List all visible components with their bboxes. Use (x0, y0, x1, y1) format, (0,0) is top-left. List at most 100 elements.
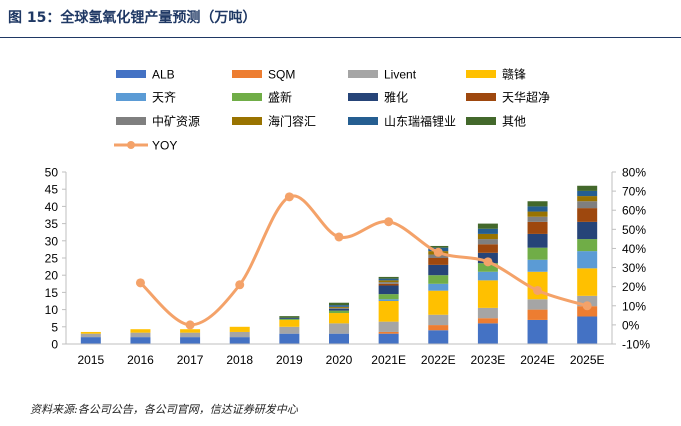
legend-swatch (116, 93, 146, 101)
x-tick-label: 2021E (371, 353, 406, 367)
y-tick-label: 10 (45, 303, 59, 317)
bar-segment (378, 333, 399, 344)
bar-segment (130, 337, 151, 344)
bar-segment (378, 331, 399, 334)
bar-segment (527, 221, 548, 234)
y-tick-label: 0 (51, 338, 58, 352)
yoy-line (139, 194, 588, 327)
bar-segment (180, 329, 201, 333)
bar-segment (477, 271, 498, 281)
bar-segment (329, 306, 349, 308)
bar-segment (80, 337, 101, 344)
legend-label: SQM (268, 68, 295, 82)
bar-segment (577, 239, 598, 252)
yoy-point (284, 192, 294, 202)
bar-segment (378, 294, 399, 300)
legend-label: 中矿资源 (152, 114, 200, 129)
bar-segment (229, 326, 250, 332)
bar-segment (527, 216, 548, 222)
legend-swatch (348, 70, 378, 78)
bar-segment (329, 313, 349, 324)
legend-swatch (348, 93, 378, 101)
bar-segment (428, 290, 449, 315)
bar-series (80, 185, 598, 344)
bar-segment (577, 185, 598, 191)
bar-segment (378, 283, 399, 286)
bar-segment (180, 332, 201, 338)
x-tick-label: 2023E (471, 353, 506, 367)
bar-segment (329, 302, 349, 306)
bar-segment (279, 316, 300, 318)
bar-segment (477, 233, 498, 240)
y-tick-label: 20 (45, 269, 59, 283)
bar-segment (428, 245, 449, 248)
bar-segment (527, 201, 548, 207)
bar-segment (477, 223, 498, 229)
y2-tick-label: 60% (622, 204, 646, 218)
legend-label: YOY (152, 139, 177, 153)
bar-segment (428, 275, 449, 284)
bar-segment (130, 329, 151, 333)
y2-tick-label: 50% (622, 223, 646, 237)
legend-label: ALB (152, 68, 175, 82)
legend-swatch (232, 70, 262, 78)
bar-segment (477, 318, 498, 324)
bar-segment (279, 333, 300, 344)
legend-label: 山东瑞福锂业 (384, 114, 456, 129)
bar-segment (527, 319, 548, 344)
bar-segment (378, 299, 399, 301)
bar-segment (577, 316, 598, 344)
bar-segment (329, 308, 349, 311)
x-tick-label: 2020 (326, 353, 353, 367)
chart-axes: 0 5 10 15 20 25 30 35 40 45 50 -10% 0% 10% 20% 30% 40% 50… (45, 166, 651, 368)
bar-segment (477, 244, 498, 253)
yoy-point (384, 217, 394, 227)
bar-segment (527, 211, 548, 217)
y2-tick-label: 10% (622, 299, 646, 313)
legend-swatch (466, 70, 496, 78)
legend-swatch (116, 70, 146, 78)
bar-segment (527, 309, 548, 320)
bar-segment (577, 268, 598, 296)
bar-segment (378, 282, 399, 284)
legend-label: 天华超净 (502, 90, 550, 105)
y2-tick-label: 40% (622, 242, 646, 256)
yoy-point (334, 232, 344, 242)
bar-segment (80, 333, 101, 338)
bar-segment (477, 239, 498, 245)
y-tick-label: 15 (45, 286, 59, 300)
x-tick-label: 2019 (276, 353, 303, 367)
title-rule (0, 37, 681, 38)
y2-tick-label: 70% (622, 185, 646, 199)
legend-label: 盛新 (268, 90, 292, 105)
bar-segment (279, 319, 300, 327)
bar-segment (577, 221, 598, 240)
bar-segment (577, 306, 598, 317)
bar-segment (279, 317, 300, 319)
bar-segment (428, 314, 449, 326)
bar-segment (577, 208, 598, 222)
bar-segment (378, 321, 399, 332)
bar-segment (577, 201, 598, 209)
yoy-point (235, 280, 245, 290)
bar-segment (229, 331, 250, 338)
bar-segment (527, 206, 548, 212)
yoy-line-series (135, 192, 592, 330)
y-tick-label: 50 (45, 166, 59, 180)
bar-segment (428, 258, 449, 265)
bar-segment (428, 264, 449, 276)
bar-segment (279, 326, 300, 334)
y-tick-label: 45 (45, 183, 59, 197)
bar-segment (329, 307, 349, 309)
yoy-point (582, 301, 592, 311)
bar-segment (477, 307, 498, 319)
legend-label: 赣锋 (502, 68, 526, 82)
x-tick-label: 2022E (421, 353, 456, 367)
y2-tick-label: -10% (622, 338, 650, 352)
x-tick-label: 2024E (520, 353, 555, 367)
yoy-point (433, 247, 443, 257)
yoy-point (185, 320, 195, 330)
bar-segment (229, 337, 250, 344)
x-tick-label: 2016 (127, 353, 154, 367)
